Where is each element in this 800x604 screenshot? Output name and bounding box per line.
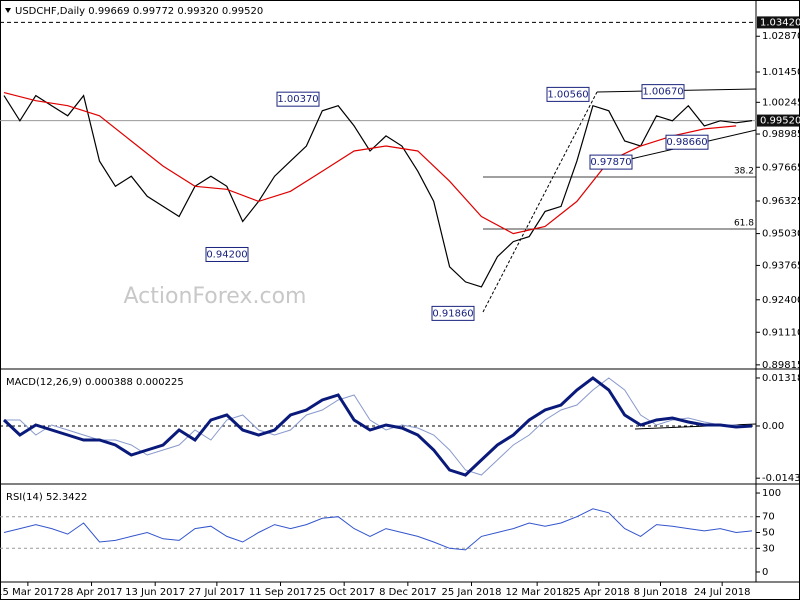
series-line <box>3 508 753 551</box>
annotation-label: 1.00370 <box>277 94 318 105</box>
watermark: ActionForex.com <box>124 284 307 309</box>
annotation-label: 1.00560 <box>547 89 588 100</box>
annotation-box <box>641 84 685 100</box>
y-tick-label: 50 <box>762 528 775 539</box>
panel-title: MACD(12,26,9) 0.000388 0.000225 <box>6 377 184 388</box>
x-tick-label: 28 Apr 2017 <box>61 587 123 598</box>
series-line <box>3 94 753 288</box>
y-tick-label: 0.98985 <box>762 129 800 140</box>
y-tick-label: 0.00 <box>762 421 784 432</box>
x-tick-label: 8 Jun 2018 <box>634 587 688 598</box>
price-tag-label: 1.03420 <box>760 17 800 28</box>
x-tick-label: 8 Dec 2017 <box>379 587 437 598</box>
x-tick-label: 25 Oct 2017 <box>313 587 375 598</box>
panel-title: USDCHF,Daily 0.99669 0.99772 0.99320 0.9… <box>15 6 263 17</box>
y-tick-label: 0.013184 <box>762 373 800 384</box>
annotation-label: 1.00670 <box>642 87 683 98</box>
annotation-box <box>546 86 590 102</box>
x-tick-label: 25 Jan 2018 <box>442 587 502 598</box>
price-tag <box>757 114 799 127</box>
panel-title: RSI(14) 52.3422 <box>6 492 87 503</box>
y-tick-label: 1.00245 <box>762 97 800 108</box>
y-tick-label: -0.014339 <box>762 473 800 484</box>
annotation-label: 0.97870 <box>590 157 631 168</box>
y-tick-label: 30 <box>762 543 775 554</box>
y-tick-label: 1.01450 <box>762 67 800 78</box>
annotation-box <box>665 134 709 150</box>
y-tick-label: 100 <box>762 488 781 499</box>
fib-label: 61.8 <box>734 219 754 229</box>
annotation-box <box>205 246 249 262</box>
x-tick-label: 13 Jun 2017 <box>125 587 185 598</box>
price-tag-label: 0.99520 <box>760 116 800 127</box>
x-tick-label: 12 Mar 2018 <box>505 587 568 598</box>
annotation-box <box>431 305 475 321</box>
annotation-label: 0.94200 <box>206 249 247 260</box>
series-line <box>4 377 753 476</box>
y-tick-label: 0.95030 <box>762 229 800 240</box>
annotation-box <box>276 91 320 107</box>
x-tick-label: 11 Sep 2017 <box>249 587 312 598</box>
annotation-label: 0.98660 <box>666 137 707 148</box>
y-tick-label: 0.96325 <box>762 196 800 207</box>
y-tick-label: 70 <box>762 512 775 523</box>
y-tick-label: 0.97665 <box>762 162 800 173</box>
x-tick-label: 25 Apr 2018 <box>568 587 630 598</box>
price-tag <box>757 16 799 29</box>
x-tick-label: 27 Jul 2017 <box>189 587 246 598</box>
series-line <box>2 376 753 477</box>
y-tick-label: 0.93765 <box>762 260 800 271</box>
x-tick-label: 15 Mar 2017 <box>0 587 60 598</box>
trend-line <box>482 91 598 313</box>
fib-label: 38.2 <box>734 167 754 177</box>
symbol-icon <box>5 8 11 13</box>
y-tick-label: 0 <box>762 567 768 578</box>
y-tick-label: 1.02870 <box>762 31 800 42</box>
annotation-box <box>589 154 633 170</box>
y-tick-label: 0.92400 <box>762 295 800 306</box>
y-tick-label: 0.89815 <box>762 360 800 371</box>
x-tick-label: 24 Jul 2018 <box>694 587 751 598</box>
annotation-label: 0.91860 <box>432 308 473 319</box>
y-tick-label: 0.91110 <box>762 327 800 338</box>
